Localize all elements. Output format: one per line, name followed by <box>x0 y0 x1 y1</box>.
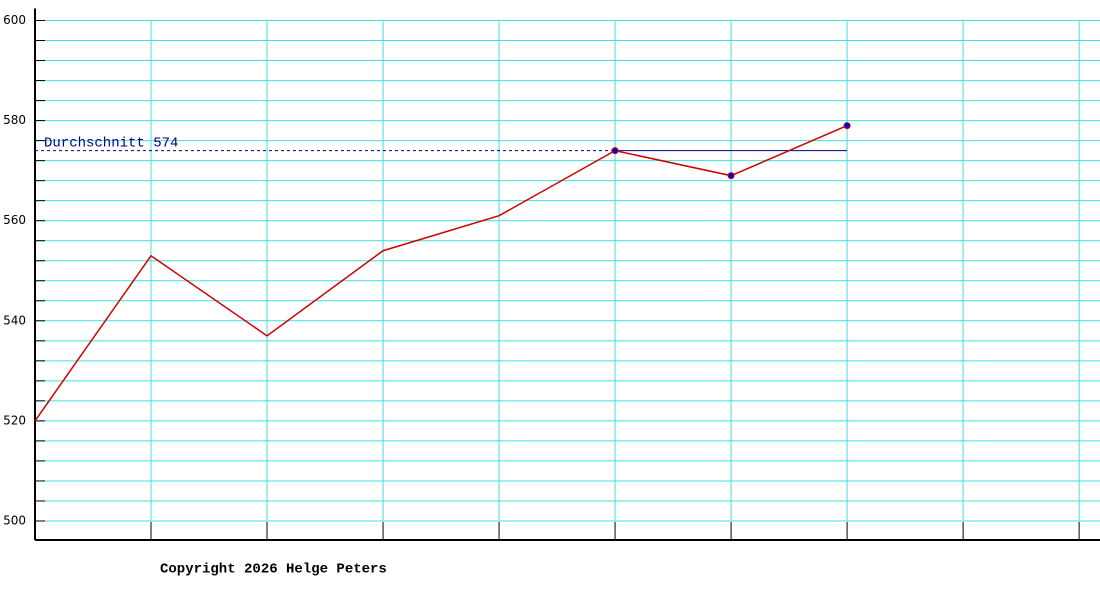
y-tick-label: 520 <box>3 413 26 427</box>
y-tick-label: 600 <box>3 13 26 27</box>
y-tick-label: 580 <box>3 113 26 127</box>
average-label: Durchschnitt 574 <box>44 135 178 151</box>
footer: Copyright 2026 Helge Peters <box>160 562 387 578</box>
point-marker <box>843 122 851 130</box>
y-tick-label: 500 <box>3 513 26 527</box>
series-line <box>34 124 848 422</box>
y-tick-label: 540 <box>3 313 26 327</box>
point-marker <box>727 172 735 180</box>
point-marker <box>611 147 619 155</box>
y-tick-label: 560 <box>3 213 26 227</box>
